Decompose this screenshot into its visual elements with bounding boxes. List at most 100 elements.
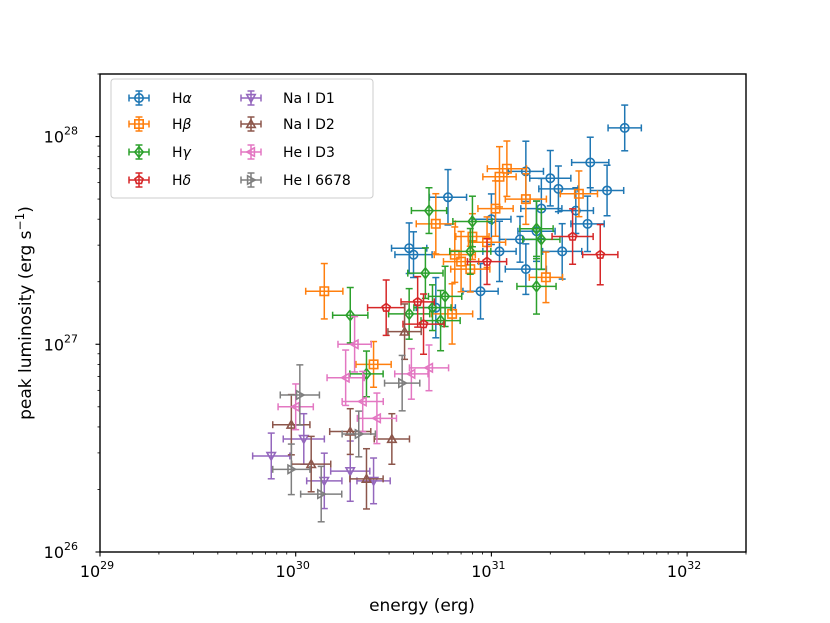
- point-marker: [245, 118, 257, 129]
- legend-label: Hδ: [172, 173, 191, 189]
- x-tick-label: 1030: [276, 559, 310, 581]
- data-point: [356, 457, 391, 505]
- point-marker: [447, 308, 458, 319]
- point-marker: [348, 338, 359, 350]
- y-axis-label-sup: −1: [13, 213, 27, 231]
- point-marker: [501, 163, 512, 174]
- data-point: [415, 192, 457, 255]
- point-marker: [520, 264, 531, 275]
- point-marker: [285, 418, 297, 429]
- legend-label-main: He I D3: [283, 145, 335, 161]
- legend-label-greek: γ: [183, 145, 192, 161]
- data-point: [504, 173, 548, 226]
- data-point: [477, 180, 514, 238]
- point-marker: [423, 362, 434, 374]
- legend-label: Na I D2: [283, 117, 335, 133]
- point-marker: [531, 279, 542, 293]
- y-axis-label-end: ): [16, 206, 36, 213]
- legend-entry-4: Hδ: [128, 172, 191, 189]
- legend-marker: [128, 144, 150, 160]
- point-marker: [430, 218, 441, 229]
- point-marker: [553, 183, 564, 194]
- data-point: [299, 465, 343, 523]
- legend-label-greek: δ: [183, 173, 192, 189]
- point-marker: [540, 272, 551, 283]
- legend-label: He I D3: [283, 145, 335, 161]
- legend-label-greek: β: [182, 117, 192, 133]
- data-point: [393, 347, 429, 400]
- data-point: [337, 315, 372, 373]
- legend-marker: [128, 116, 150, 132]
- point-marker: [398, 377, 409, 389]
- point-marker: [412, 296, 423, 307]
- point-marker: [399, 325, 411, 336]
- y-tick-base: 10: [44, 128, 64, 147]
- legend-marker: [240, 116, 262, 132]
- point-marker: [356, 395, 367, 408]
- data-point: [356, 392, 398, 445]
- x-tick-base: 10: [471, 562, 491, 581]
- legend-label: Hα: [172, 91, 193, 107]
- x-tick-exp: 30: [296, 559, 310, 572]
- data-point: [355, 340, 392, 388]
- y-tick-base: 10: [44, 335, 64, 354]
- point-marker: [536, 203, 547, 214]
- x-tick-label: 1032: [667, 559, 701, 581]
- data-point: [271, 443, 311, 496]
- point-marker: [619, 122, 630, 133]
- point-marker: [456, 256, 467, 267]
- point-marker: [439, 289, 451, 303]
- data-point: [326, 349, 365, 407]
- data-point: [387, 287, 431, 340]
- data-point: [482, 220, 517, 283]
- point-marker: [418, 318, 429, 329]
- data-point: [349, 447, 384, 510]
- point-marker: [265, 451, 277, 462]
- y-tick-exp: 27: [64, 332, 78, 345]
- data-point: [400, 275, 436, 328]
- point-marker: [490, 203, 501, 214]
- data-point: [522, 208, 561, 271]
- data-point: [420, 289, 461, 352]
- legend-label-main: Na I D1: [283, 91, 335, 107]
- point-marker: [573, 188, 584, 199]
- point-marker: [318, 476, 330, 487]
- point-marker: [344, 425, 356, 436]
- data-point: [410, 186, 448, 235]
- legend-label-main: H: [172, 145, 183, 161]
- legend-entry-1: Hα: [128, 90, 193, 107]
- data-point: [528, 251, 564, 304]
- series-8: [271, 354, 421, 523]
- plot-frame: [99, 73, 747, 553]
- data-point: [516, 257, 557, 315]
- legend-marker: [240, 172, 262, 188]
- x-tick-exp: 31: [492, 559, 506, 572]
- y-tick-base: 10: [44, 543, 64, 562]
- point-marker: [494, 171, 505, 182]
- data-point: [290, 435, 332, 493]
- y-axis-label-main: peak luminosity (erg s: [16, 230, 36, 420]
- point-marker: [133, 145, 145, 159]
- data-point: [486, 140, 528, 198]
- point-marker: [494, 246, 505, 257]
- data-point: [366, 279, 406, 337]
- y-tick-label: 1026: [44, 540, 78, 562]
- data-point: [551, 208, 594, 266]
- x-tick-exp: 29: [100, 559, 114, 572]
- point-marker: [465, 244, 476, 258]
- legend-marker: [128, 172, 150, 188]
- data-point: [408, 344, 450, 392]
- point-marker: [339, 372, 350, 384]
- data-point: [589, 164, 625, 217]
- legend-label: Hγ: [172, 145, 192, 161]
- data-point: [430, 283, 474, 345]
- point-marker: [354, 428, 365, 440]
- point-marker: [557, 246, 568, 257]
- data-point: [251, 432, 291, 480]
- y-tick-label: 1028: [44, 125, 78, 147]
- point-marker: [133, 93, 145, 103]
- point-marker: [134, 119, 144, 129]
- legend-label: Hβ: [172, 117, 192, 133]
